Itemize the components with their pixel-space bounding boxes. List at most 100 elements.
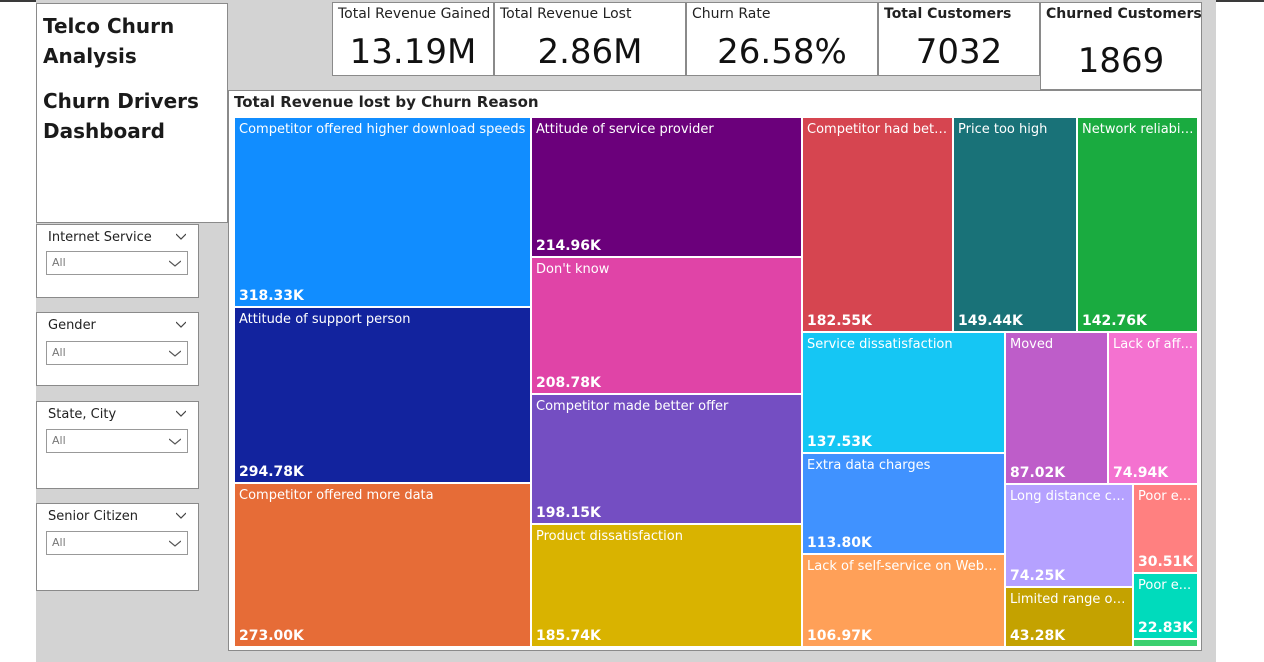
kpi-value: 26.58%: [717, 32, 847, 72]
kpi-label: Churn Rate: [692, 6, 771, 22]
kpi-card-revenue-gained[interactable]: Total Revenue Gained 13.19M: [332, 2, 494, 76]
tile-label: Poor e...: [1138, 489, 1192, 504]
kpi-label: Total Revenue Gained: [338, 6, 491, 22]
treemap-tile[interactable]: Competitor offered higher download speed…: [234, 117, 531, 307]
treemap-tile[interactable]: Extra data charges 113.80K: [802, 453, 1005, 554]
tile-value: 22.83K: [1138, 620, 1194, 636]
treemap-tile[interactable]: Competitor had bette... 182.55K: [802, 117, 953, 332]
treemap-area: Competitor offered higher download speed…: [234, 117, 1198, 647]
kpi-value: 1869: [1077, 41, 1165, 81]
treemap-tile[interactable]: Competitor made better offer 198.15K: [531, 394, 802, 524]
tile-label: Moved: [1010, 337, 1054, 352]
tile-label: Competitor offered more data: [239, 488, 434, 503]
kpi-card-churned-customers[interactable]: Churned Customers 1869: [1040, 2, 1202, 90]
treemap-tile[interactable]: Poor e... 30.51K: [1133, 484, 1198, 573]
page-title-line-1: Churn Drivers: [43, 89, 199, 113]
chevron-down-icon[interactable]: [176, 319, 186, 329]
kpi-label: Total Customers: [884, 6, 1012, 22]
chevron-down-icon: [169, 260, 181, 267]
tile-value: 318.33K: [239, 288, 304, 304]
tile-label: Long distance cha...: [1010, 489, 1130, 504]
slicer-dropdown[interactable]: All: [46, 429, 188, 453]
tile-label: Competitor offered higher download speed…: [239, 122, 526, 137]
tile-label: Attitude of service provider: [536, 122, 714, 137]
treemap-tile[interactable]: [1133, 639, 1198, 647]
treemap-title: Total Revenue lost by Churn Reason: [234, 93, 539, 111]
slicer-dropdown[interactable]: All: [46, 341, 188, 365]
treemap-tile[interactable]: Price too high 149.44K: [953, 117, 1077, 332]
tile-value: 185.74K: [536, 628, 601, 644]
slicer-state-city[interactable]: State, City All: [36, 401, 199, 489]
treemap-tile[interactable]: Competitor offered more data 273.00K: [234, 483, 531, 647]
page-title-line-2: Dashboard: [43, 119, 165, 143]
treemap-tile[interactable]: Lack of self-service on Website 106.97K: [802, 554, 1005, 647]
treemap-tile[interactable]: Attitude of service provider 214.96K: [531, 117, 802, 257]
report-title-line-1: Telco Churn: [43, 14, 175, 38]
tile-value: 208.78K: [536, 375, 601, 391]
slicer-senior-citizen[interactable]: Senior Citizen All: [36, 503, 199, 591]
treemap-tile[interactable]: Product dissatisfaction 185.74K: [531, 524, 802, 647]
tile-label: Extra data charges: [807, 458, 931, 473]
treemap-tile[interactable]: Moved 87.02K: [1005, 332, 1108, 484]
kpi-value: 13.19M: [349, 32, 477, 72]
treemap-tile[interactable]: Network reliability 142.76K: [1077, 117, 1198, 332]
slicer-selected-value: All: [52, 346, 66, 359]
slicer-selected-value: All: [52, 256, 66, 269]
kpi-value: 7032: [915, 32, 1003, 72]
slicer-selected-value: All: [52, 434, 66, 447]
tile-label: Lack of self-service on Website: [807, 559, 1002, 574]
tile-value: 142.76K: [1082, 313, 1147, 329]
treemap-tile[interactable]: Service dissatisfaction 137.53K: [802, 332, 1005, 453]
report-title-line-2: Analysis: [43, 44, 137, 68]
treemap-tile[interactable]: Don't know 208.78K: [531, 257, 802, 394]
chevron-down-icon: [169, 438, 181, 445]
tile-label: Attitude of support person: [239, 312, 411, 327]
tile-label: Network reliability: [1082, 122, 1195, 137]
tile-label: Competitor had bette...: [807, 122, 950, 137]
tile-value: 113.80K: [807, 535, 872, 551]
slicer-title: Internet Service: [48, 230, 152, 245]
chevron-down-icon: [169, 540, 181, 547]
kpi-card-churn-rate[interactable]: Churn Rate 26.58%: [686, 2, 878, 76]
slicer-gender[interactable]: Gender All: [36, 312, 199, 386]
tile-label: Product dissatisfaction: [536, 529, 683, 544]
title-card: Telco Churn Analysis Churn Drivers Dashb…: [36, 3, 228, 223]
chevron-down-icon: [169, 350, 181, 357]
tile-value: 74.94K: [1113, 465, 1169, 481]
tile-value: 198.15K: [536, 505, 601, 521]
treemap-tile[interactable]: Attitude of support person 294.78K: [234, 307, 531, 483]
chevron-down-icon[interactable]: [176, 510, 186, 520]
kpi-value: 2.86M: [537, 32, 643, 72]
tile-value: 214.96K: [536, 238, 601, 254]
tile-label: Competitor made better offer: [536, 399, 729, 414]
treemap-tile[interactable]: Limited range of s... 43.28K: [1005, 587, 1133, 647]
tile-label: Price too high: [958, 122, 1048, 137]
tile-value: 137.53K: [807, 434, 872, 450]
slicer-internet-service[interactable]: Internet Service All: [36, 224, 199, 298]
tile-value: 182.55K: [807, 313, 872, 329]
treemap-visual: Total Revenue lost by Churn Reason Compe…: [228, 90, 1202, 651]
tile-value: 87.02K: [1010, 465, 1066, 481]
tile-value: 273.00K: [239, 628, 304, 644]
treemap-tile[interactable]: Poor e... 22.83K: [1133, 573, 1198, 639]
treemap-tile[interactable]: Lack of aff... 74.94K: [1108, 332, 1198, 484]
tile-value: 74.25K: [1010, 568, 1066, 584]
treemap-tile[interactable]: Long distance cha... 74.25K: [1005, 484, 1133, 587]
tile-value: 294.78K: [239, 464, 304, 480]
slicer-dropdown[interactable]: All: [46, 531, 188, 555]
tile-value: 106.97K: [807, 628, 872, 644]
tile-value: 30.51K: [1138, 554, 1194, 570]
slicer-title: Senior Citizen: [48, 509, 138, 524]
kpi-card-revenue-lost[interactable]: Total Revenue Lost 2.86M: [494, 2, 686, 76]
tile-value: 43.28K: [1010, 628, 1066, 644]
chevron-down-icon[interactable]: [176, 408, 186, 418]
chevron-down-icon[interactable]: [176, 231, 186, 241]
slicer-title: Gender: [48, 318, 96, 333]
kpi-card-total-customers[interactable]: Total Customers 7032: [878, 2, 1040, 76]
tile-label: Lack of aff...: [1113, 337, 1193, 352]
slicer-dropdown[interactable]: All: [46, 251, 188, 275]
tile-label: Limited range of s...: [1010, 592, 1130, 607]
tile-value: 149.44K: [958, 313, 1023, 329]
kpi-label: Total Revenue Lost: [500, 6, 632, 22]
tile-label: Don't know: [536, 262, 610, 277]
